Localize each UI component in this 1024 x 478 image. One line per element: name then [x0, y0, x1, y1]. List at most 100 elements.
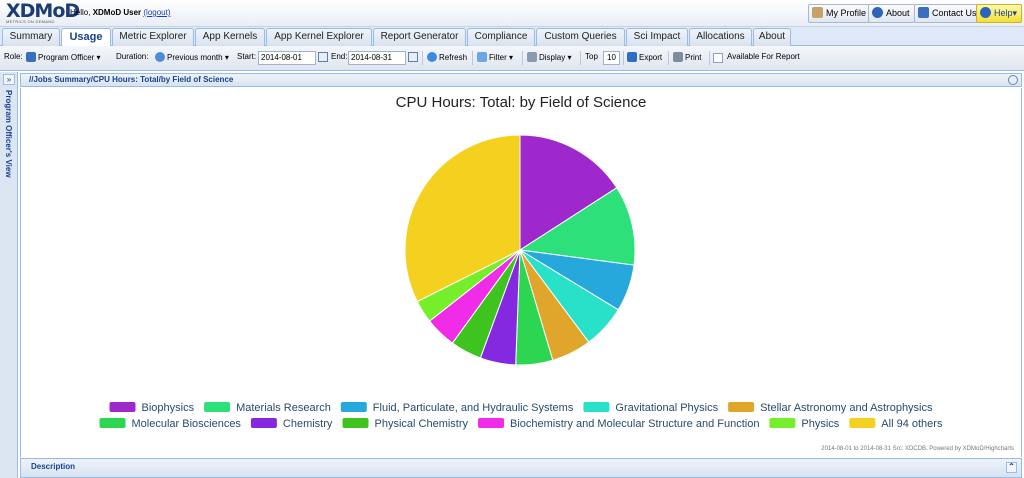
end-calendar-icon[interactable]: [408, 52, 418, 62]
toolbar-divider: [709, 51, 710, 65]
main-tab-bar: Summary Usage Metric Explorer App Kernel…: [0, 27, 1024, 47]
toolbar-divider: [623, 51, 624, 65]
available-for-report-label: Available For Report: [727, 52, 800, 61]
tab-sci-impact[interactable]: Sci Impact: [626, 28, 688, 46]
legend-label[interactable]: Molecular Biosciences: [132, 418, 242, 430]
display-button[interactable]: Display ▾: [527, 52, 571, 62]
start-date-input[interactable]: 2014-08-01: [258, 51, 316, 65]
greeting: Hello, XDMoD User (logout): [70, 8, 171, 17]
info-icon: [872, 7, 883, 18]
tab-custom-queries[interactable]: Custom Queries: [536, 28, 625, 46]
role-label: Role:: [4, 52, 23, 61]
description-panel-header: Description ⌃: [20, 458, 1022, 478]
legend-swatch[interactable]: [583, 402, 610, 412]
refresh-icon: [427, 52, 437, 62]
export-button[interactable]: Export: [627, 52, 662, 62]
legend-swatch[interactable]: [204, 402, 231, 412]
app-header: XDMoD METRICS ON DEMAND Hello, XDMoD Use…: [0, 0, 1024, 27]
available-for-report-checkbox[interactable]: [713, 53, 723, 63]
tab-app-kernels[interactable]: App Kernels: [195, 28, 265, 46]
role-icon: [26, 52, 36, 62]
legend-swatch[interactable]: [849, 418, 876, 428]
usage-toolbar: Role: Program Officer ▾ Duration: Previo…: [0, 46, 1024, 71]
duration-label: Duration:: [116, 52, 149, 61]
legend-swatch[interactable]: [99, 418, 126, 428]
legend-swatch[interactable]: [250, 418, 277, 428]
legend-label[interactable]: Biochemistry and Molecular Structure and…: [510, 418, 759, 430]
chart-panel-header: //Jobs Summary/CPU Hours: Total/by Field…: [20, 73, 1022, 87]
tab-summary[interactable]: Summary: [2, 28, 60, 46]
greeting-text: Hello,: [70, 8, 91, 17]
pie-chart: CPU Hours: Total: by Field of Science Bi…: [99, 94, 1014, 452]
legend-swatch[interactable]: [342, 418, 369, 428]
tab-app-kernel-explorer[interactable]: App Kernel Explorer: [266, 28, 372, 46]
pie-slice-all-94-others[interactable]: [404, 134, 521, 303]
xdmod-logo: XDMoD METRICS ON DEMAND: [6, 0, 80, 24]
toolbar-divider: [668, 51, 669, 65]
breadcrumb: //Jobs Summary/CPU Hours: Total/by Field…: [29, 75, 234, 84]
refresh-label: Refresh: [439, 53, 468, 62]
help-button[interactable]: Help▾: [976, 4, 1023, 23]
help-label: Help: [994, 8, 1013, 18]
role-value: Program Officer: [38, 53, 95, 62]
export-icon: [627, 52, 637, 62]
toolbar-divider: [422, 51, 423, 65]
tab-usage[interactable]: Usage: [61, 28, 111, 47]
legend-label[interactable]: Physical Chemistry: [375, 418, 469, 430]
top-label: Top: [585, 52, 598, 61]
legend-swatch[interactable]: [769, 418, 796, 428]
refresh-button[interactable]: Refresh: [427, 52, 467, 62]
help-icon: [980, 7, 991, 18]
about-button[interactable]: About: [868, 4, 915, 23]
filter-button[interactable]: Filter ▾: [477, 52, 513, 62]
pie-slice-materials-research[interactable]: [518, 187, 636, 266]
tab-compliance[interactable]: Compliance: [467, 28, 535, 46]
start-calendar-icon[interactable]: [318, 52, 328, 62]
display-label: Display: [539, 53, 566, 62]
logo-text: XDMoD: [6, 0, 80, 22]
clock-icon: [155, 52, 165, 62]
pie-slices: [404, 134, 636, 366]
print-button[interactable]: Print: [673, 52, 701, 62]
legend-swatch[interactable]: [109, 402, 136, 412]
pie-slice-biophysics[interactable]: [519, 134, 618, 251]
legend-label[interactable]: Biophysics: [142, 402, 195, 414]
chart-credits: 2014-08-01 to 2014-08-31 Src: XDCDB. Pow…: [821, 446, 1014, 452]
duration-select[interactable]: Previous month ▾: [155, 52, 229, 62]
logout-link[interactable]: (logout): [143, 8, 171, 17]
legend-label[interactable]: Materials Research: [236, 402, 331, 414]
expand-sidebar-button[interactable]: »: [3, 74, 15, 85]
legend-label[interactable]: Physics: [801, 418, 839, 430]
contact-us-label: Contact Us: [932, 8, 977, 18]
toolbar-divider: [580, 51, 581, 65]
end-date-input[interactable]: 2014-08-31: [348, 51, 406, 65]
toolbar-divider: [472, 51, 473, 65]
panel-gear-icon[interactable]: [1008, 75, 1018, 85]
legend-swatch[interactable]: [478, 418, 504, 428]
tab-about[interactable]: About: [753, 28, 791, 46]
my-profile-label: My Profile: [826, 8, 867, 18]
legend-label[interactable]: Stellar Astronomy and Astrophysics: [760, 402, 933, 414]
legend-label[interactable]: Chemistry: [283, 418, 333, 430]
my-profile-button[interactable]: My Profile: [808, 4, 872, 23]
legend-label[interactable]: All 94 others: [881, 418, 943, 430]
top-count-input[interactable]: 10: [603, 51, 620, 65]
tab-report-generator[interactable]: Report Generator: [373, 28, 466, 46]
logo-subtitle: METRICS ON DEMAND: [6, 19, 55, 24]
contact-icon: [918, 7, 929, 18]
print-label: Print: [685, 53, 702, 62]
chart-area: CPU Hours: Total: by Field of Science Bi…: [20, 88, 1022, 457]
chart-legend: Biophysics Materials Research Fluid, Parti…: [99, 402, 943, 430]
role-select[interactable]: Program Officer ▾: [26, 52, 101, 62]
description-title: Description: [31, 462, 76, 471]
program-officer-sidebar: » Program Officer's View: [0, 72, 18, 478]
user-name: XDMoD User: [92, 8, 142, 17]
collapse-up-icon[interactable]: ⌃: [1006, 462, 1017, 473]
legend-label[interactable]: Gravitational Physics: [615, 402, 718, 414]
tab-metric-explorer[interactable]: Metric Explorer: [112, 28, 194, 46]
sidebar-title[interactable]: Program Officer's View: [4, 90, 13, 178]
legend-label[interactable]: Fluid, Particulate, and Hydraulic System…: [373, 402, 574, 414]
legend-swatch[interactable]: [340, 402, 367, 412]
legend-swatch[interactable]: [728, 402, 755, 412]
tab-allocations[interactable]: Allocations: [689, 28, 752, 46]
